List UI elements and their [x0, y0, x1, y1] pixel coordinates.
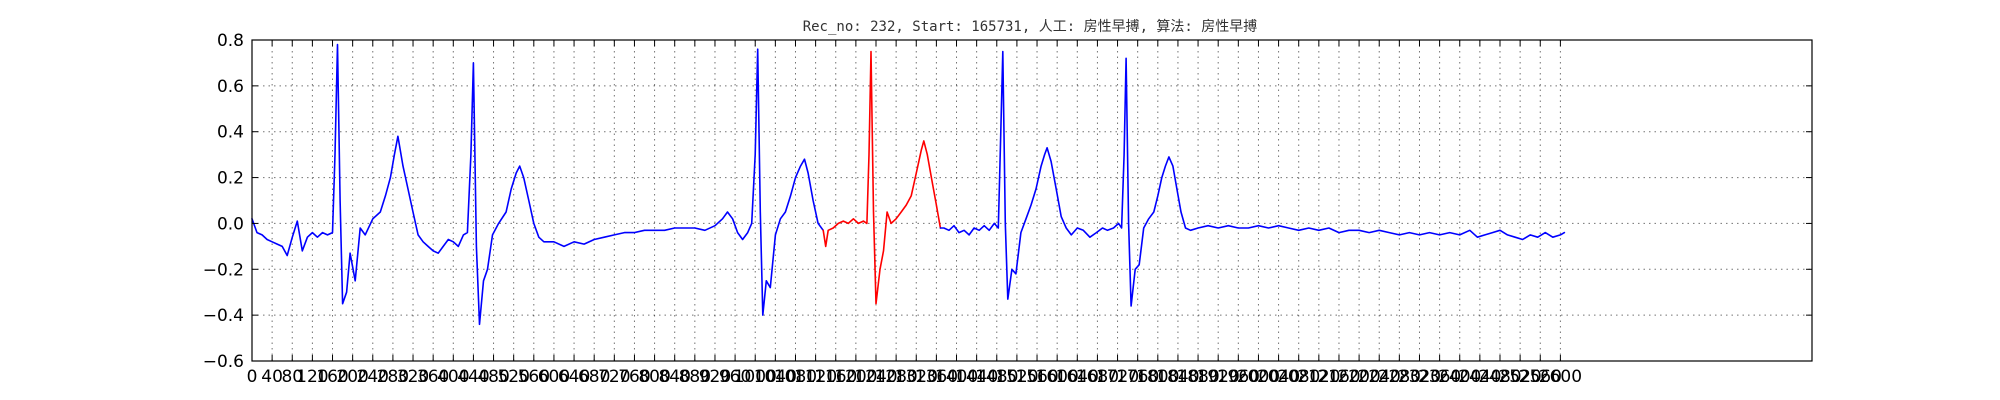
x-tick-label: 2480 [1478, 367, 1521, 387]
x-tick-label: 2360 [1418, 367, 1461, 387]
x-tick-label: 1920 [1197, 367, 1240, 387]
x-tick-label: 2600 [1539, 367, 1582, 387]
x-tick-label: 1880 [1176, 367, 1219, 387]
x-tick-label: 2000 [1237, 367, 1280, 387]
y-tick-label: 0.2 [217, 169, 244, 189]
y-axis: −0.6 −0.4 −0.2 0.0 0.2 0.4 0.6 0.8 [203, 31, 1812, 372]
x-tick-label: 1600 [1036, 367, 1079, 387]
x-tick-label: 2560 [1519, 367, 1562, 387]
x-tick-label: 1400 [935, 367, 978, 387]
x-tick-label: 840 [658, 367, 690, 387]
x-tick-label: 1120 [794, 367, 837, 387]
x-tick-label: 1360 [915, 367, 958, 387]
x-tick-label: 320 [397, 367, 429, 387]
x-tick-label: 2120 [1297, 367, 1340, 387]
series-line-1 [251, 43, 824, 326]
x-tick-label: 1320 [895, 367, 938, 387]
x-tick-label: 0 [247, 367, 258, 387]
x-tick-label: 1640 [1056, 367, 1099, 387]
x-tick-label: 2040 [1257, 367, 1300, 387]
x-tick-label: 1040 [754, 367, 797, 387]
x-tick-label: 680 [578, 367, 610, 387]
x-tick-label: 1160 [814, 367, 857, 387]
x-tick-label: 600 [538, 367, 570, 387]
x-tick-label: 2280 [1378, 367, 1421, 387]
chart-title: Rec_no: 232, Start: 165731, 人工: 房性早搏, 算法… [803, 18, 1258, 35]
x-tick-label: 760 [618, 367, 650, 387]
x-tick-label: 160 [316, 367, 348, 387]
x-tick-label: 480 [477, 367, 509, 387]
x-tick-label: 40 [261, 367, 283, 387]
x-tick-label: 640 [558, 367, 590, 387]
x-tick-label: 80 [281, 367, 303, 387]
x-tick-label: 800 [638, 367, 670, 387]
x-tick-label: 280 [377, 367, 409, 387]
y-tick-label: 0.6 [217, 77, 244, 97]
series-line-3 [939, 50, 1566, 307]
x-axis: 0 408012016020024028032036040044048052056… [247, 40, 1582, 387]
x-tick-label: 200 [336, 367, 368, 387]
y-tick-label: 0.0 [217, 214, 244, 234]
x-tick-label: 2320 [1398, 367, 1441, 387]
x-tick-label: 120 [296, 367, 328, 387]
x-tick-label: 1520 [995, 367, 1038, 387]
x-tick-label: 1720 [1096, 367, 1139, 387]
series-line-2 [822, 50, 942, 305]
y-tick-label: 0.8 [217, 31, 244, 51]
x-tick-label: 2160 [1317, 367, 1360, 387]
y-tick-label: −0.2 [203, 260, 244, 280]
x-tick-label: 1280 [874, 367, 917, 387]
x-tick-label: 560 [518, 367, 550, 387]
x-tick-label: 960 [719, 367, 751, 387]
x-tick-label: 2400 [1438, 367, 1481, 387]
x-tick-label: 1800 [1136, 367, 1179, 387]
x-tick-label: 1480 [975, 367, 1018, 387]
x-tick-label: 1760 [1116, 367, 1159, 387]
x-tick-label: 440 [457, 367, 489, 387]
x-tick-label: 1560 [1015, 367, 1058, 387]
x-tick-label: 2440 [1458, 367, 1501, 387]
x-tick-label: 360 [417, 367, 449, 387]
x-tick-label: 1840 [1156, 367, 1199, 387]
x-tick-label: 1960 [1217, 367, 1260, 387]
x-tick-label: 1440 [955, 367, 998, 387]
series-layer [251, 43, 1566, 326]
plot-frame [251, 39, 1813, 362]
x-tick-label: 2520 [1498, 367, 1541, 387]
x-tick-label: 720 [598, 367, 630, 387]
grid-layer [252, 40, 1812, 361]
x-tick-label: 520 [497, 367, 529, 387]
x-tick-label: 2080 [1277, 367, 1320, 387]
x-tick-label: 1240 [854, 367, 897, 387]
x-tick-label: 1200 [834, 367, 877, 387]
x-tick-label: 880 [679, 367, 711, 387]
x-tick-label: 400 [437, 367, 469, 387]
x-tick-label: 1000 [734, 367, 777, 387]
y-tick-label: −0.4 [203, 306, 244, 326]
x-tick-label: 1680 [1076, 367, 1119, 387]
x-tick-label: 2200 [1337, 367, 1380, 387]
x-tick-label: 240 [357, 367, 389, 387]
x-tick-label: 2240 [1358, 367, 1401, 387]
y-tick-label: 0.4 [217, 123, 244, 143]
y-tick-label: −0.6 [203, 352, 244, 372]
x-tick-label: 920 [699, 367, 731, 387]
x-tick-label: 1080 [774, 367, 817, 387]
